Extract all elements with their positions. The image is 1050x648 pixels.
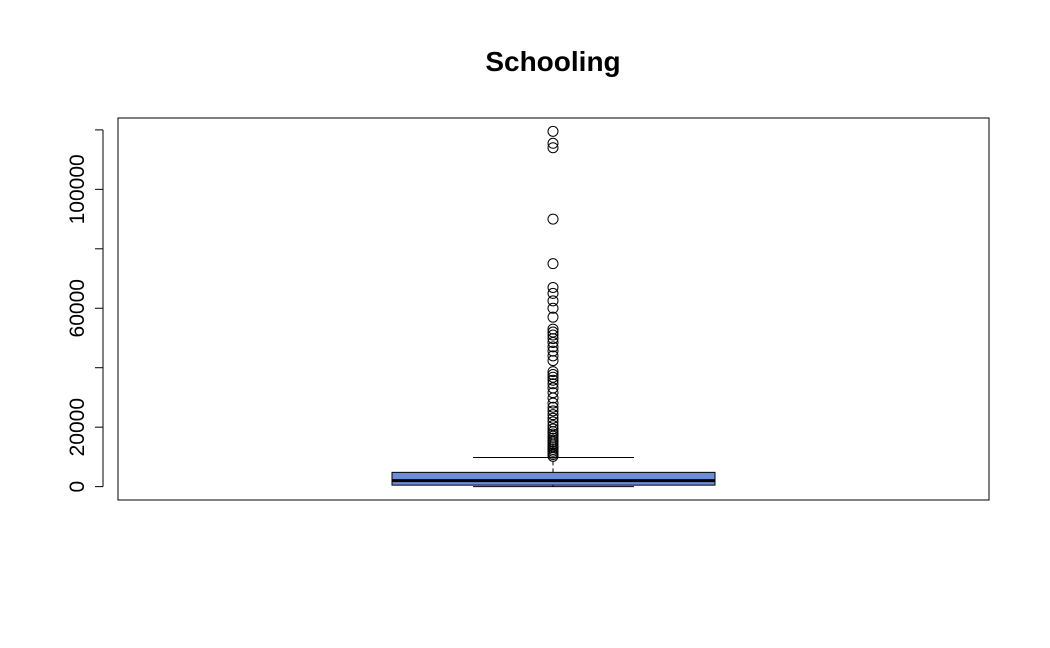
outlier-point (547, 420, 559, 432)
outlier-point (547, 258, 559, 270)
y-tick-label: 60000 (66, 279, 89, 337)
outlier-point (547, 125, 559, 137)
outlier-point (547, 382, 559, 394)
outlier-point (547, 326, 559, 338)
outlier-point (547, 311, 559, 323)
outlier-point (547, 378, 559, 390)
outlier-point (547, 416, 559, 428)
outlier-point (547, 401, 559, 413)
outlier-point (547, 345, 559, 357)
outlier-point (547, 371, 559, 383)
iqr-box (391, 471, 716, 486)
outlier-point (547, 387, 559, 399)
outlier-point (547, 423, 559, 435)
outlier-point (547, 137, 559, 149)
outlier-point (547, 329, 559, 341)
outlier-point (547, 405, 559, 417)
outlier-point (547, 350, 559, 362)
outlier-point (547, 412, 559, 424)
outlier-point (547, 369, 559, 381)
outlier-point (547, 409, 559, 421)
outlier-point (547, 366, 559, 378)
outlier-point (547, 428, 559, 440)
outlier-point (547, 142, 559, 154)
chart-title: Schooling (485, 46, 620, 77)
y-tick-label: 100000 (66, 154, 89, 224)
outlier-point (547, 213, 559, 225)
outlier-points (547, 125, 559, 462)
outlier-point (547, 295, 559, 307)
outlier-point (547, 341, 559, 353)
y-axis: 0 20000 60000 100000 (66, 129, 104, 493)
box-plot (391, 456, 716, 488)
outlier-point (547, 302, 559, 314)
outlier-point (547, 323, 559, 335)
outlier-point (547, 374, 559, 386)
y-tick-label: 20000 (66, 398, 89, 456)
plot-frame (117, 117, 990, 501)
outlier-point (547, 281, 559, 293)
outlier-point (547, 287, 559, 299)
y-tick-label: 0 (66, 481, 89, 493)
